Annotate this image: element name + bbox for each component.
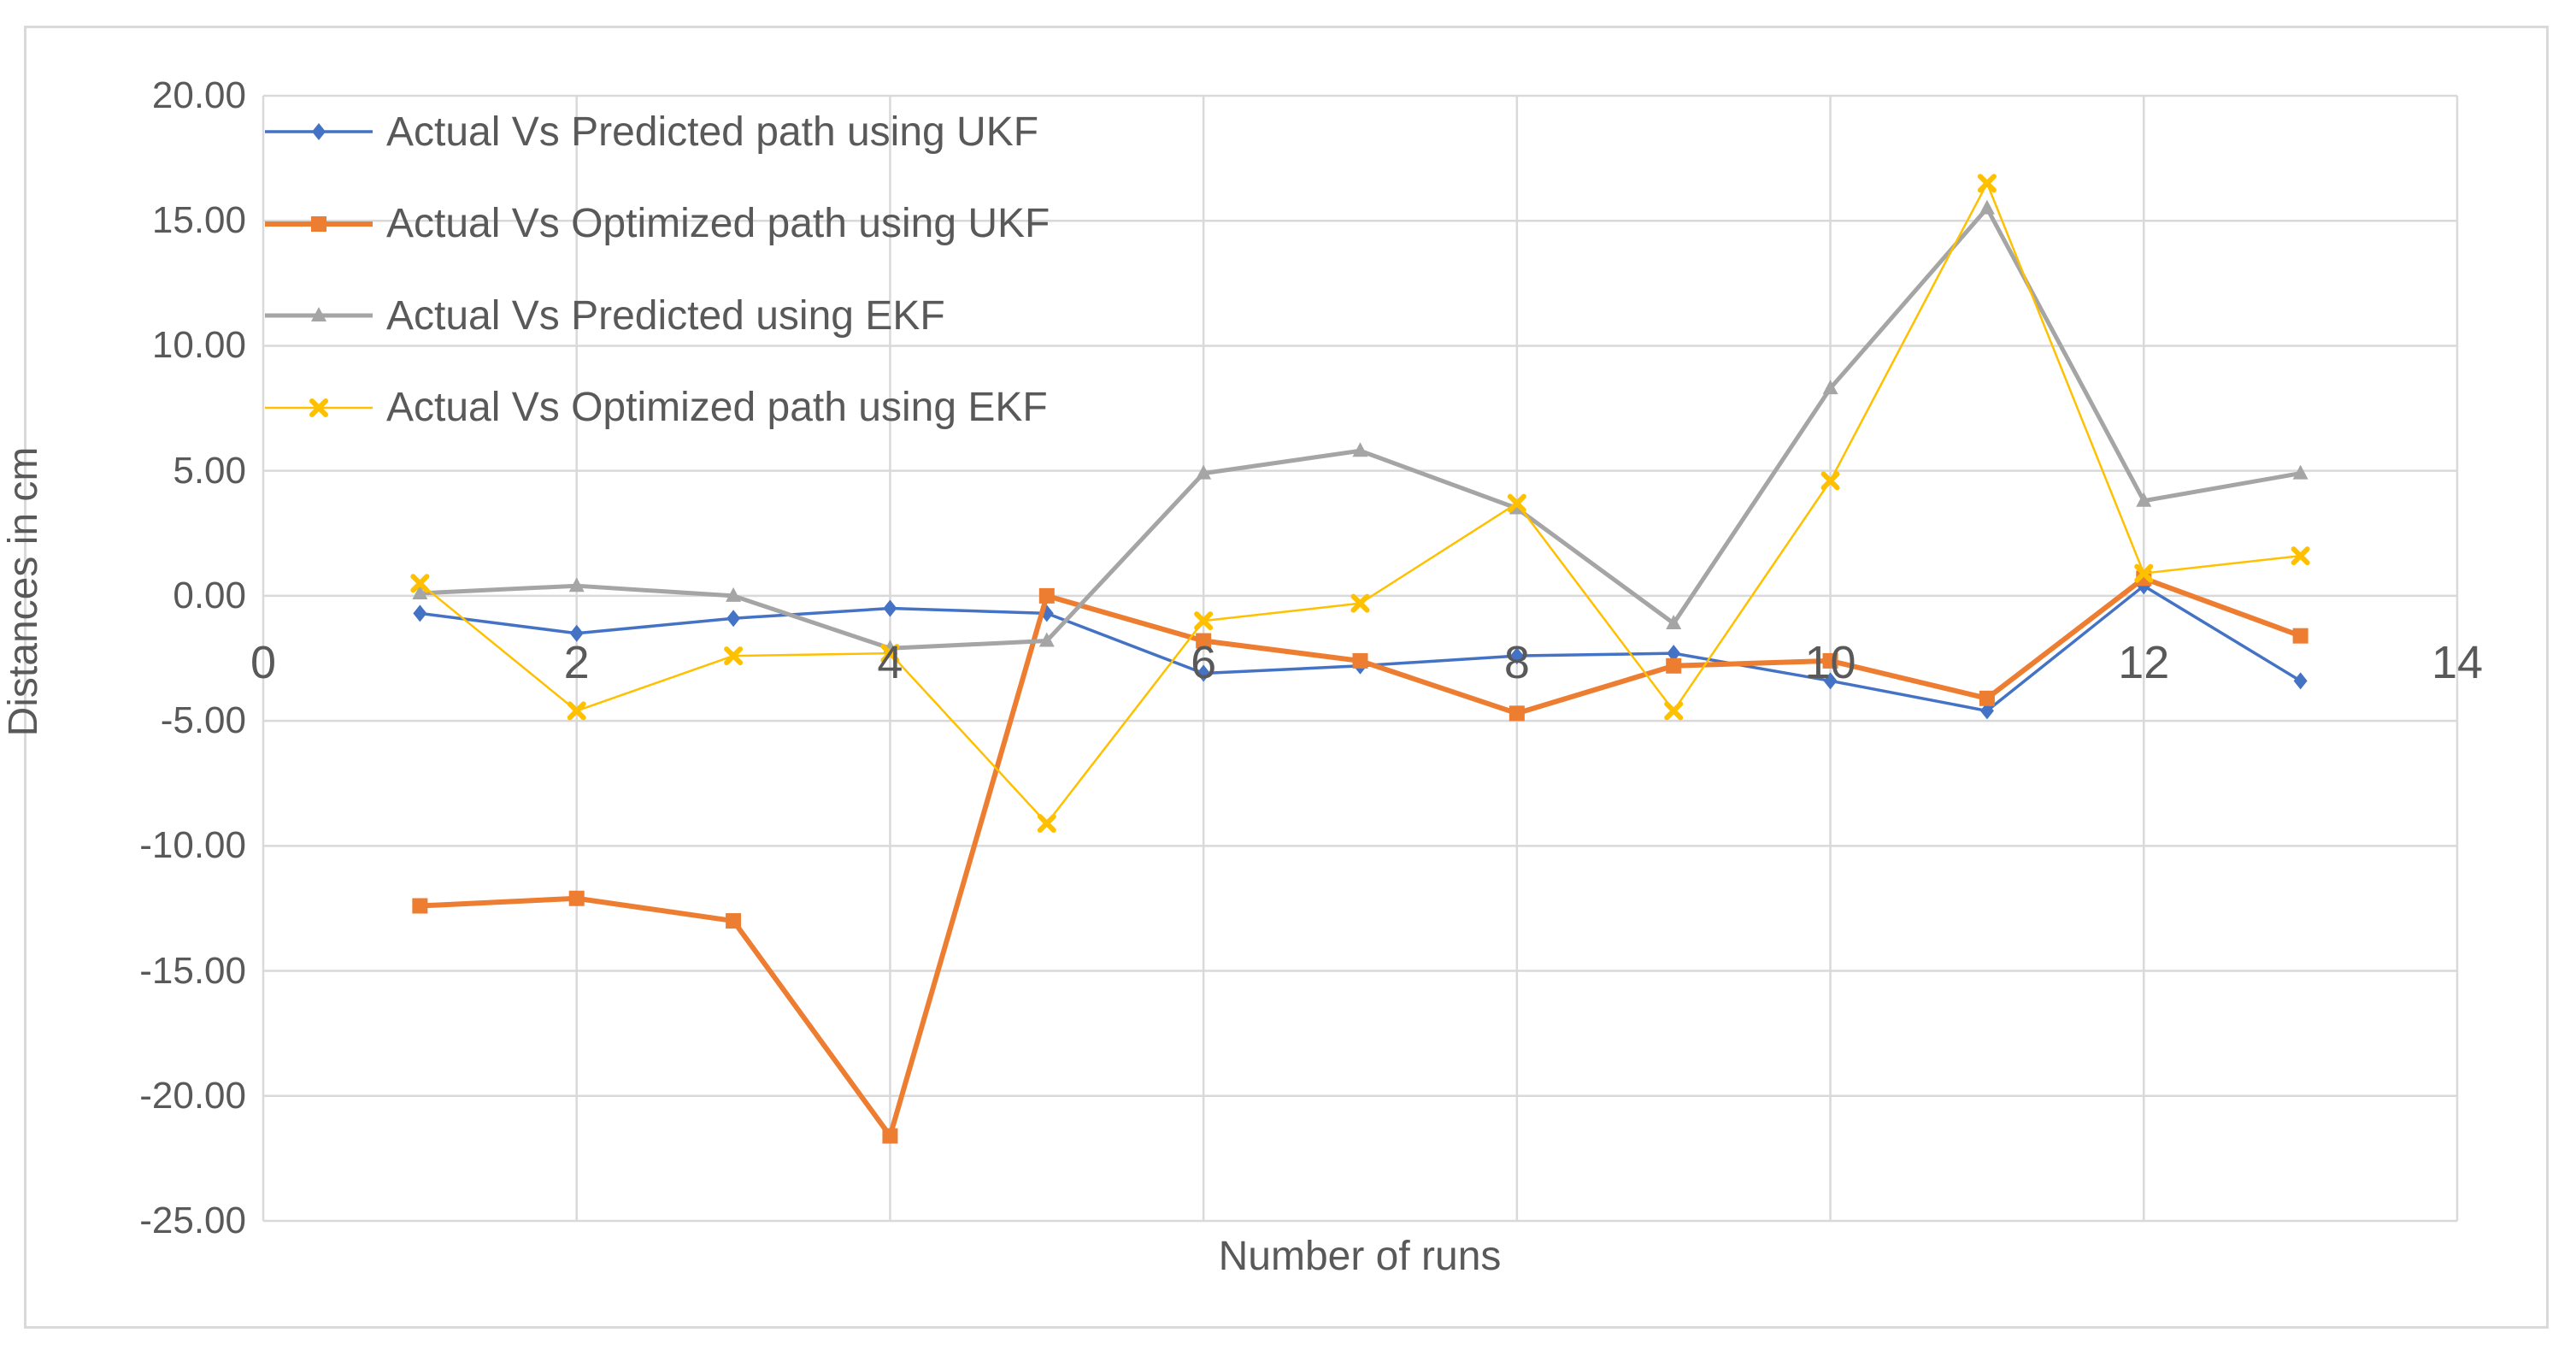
x-marker: [880, 644, 900, 663]
triangle-marker: [311, 307, 326, 321]
square-marker: [1979, 690, 1995, 706]
chart-outer-border: [24, 26, 2549, 1329]
diamond-marker: [1197, 664, 1211, 682]
legend-swatch-triangle-icon: [265, 307, 373, 321]
x-marker: [1194, 611, 1214, 631]
diamond-marker: [1509, 647, 1524, 665]
y-tick-label: 0.00: [173, 574, 246, 616]
legend-item: Actual Vs Optimized path using UKF: [263, 186, 1050, 262]
legend-swatch-square-icon: [265, 215, 373, 232]
y-axis-title: Distances in cm: [1, 446, 46, 737]
square-marker: [2292, 628, 2308, 644]
diamond-marker: [312, 123, 326, 140]
diamond-marker: [2293, 672, 2308, 690]
square-marker: [1666, 657, 1682, 674]
square-marker: [1822, 652, 1838, 669]
square-marker: [412, 898, 428, 914]
y-tick-label: 15.00: [151, 199, 246, 242]
diamond-marker: [569, 624, 584, 642]
diamond-marker: [1979, 702, 1994, 720]
x-tick-label: 0: [250, 637, 277, 688]
square-marker: [1509, 705, 1525, 722]
triangle-marker: [1979, 199, 1995, 215]
x-marker: [2291, 546, 2310, 566]
x-tick-label: 4: [877, 637, 903, 688]
diamond-marker: [726, 610, 741, 628]
x-tick-label: 12: [2118, 637, 2170, 688]
x-tick-label: 10: [1804, 637, 1856, 688]
diamond-marker: [413, 604, 427, 622]
legend-swatch-x-icon: [265, 398, 373, 417]
legend-label: Actual Vs Optimized path using EKF: [386, 385, 1048, 430]
x-marker: [2134, 563, 2154, 583]
y-tick-label: -15.00: [139, 949, 246, 992]
y-tick-label: -5.00: [160, 699, 246, 742]
x-marker: [724, 646, 744, 666]
triangle-marker: [1352, 442, 1368, 457]
square-marker: [1352, 652, 1368, 669]
x-marker: [1037, 814, 1056, 834]
square-marker: [1038, 587, 1055, 604]
y-tick-label: -20.00: [139, 1074, 246, 1117]
legend-label: Actual Vs Predicted using EKF: [386, 292, 945, 339]
square-marker: [568, 890, 585, 906]
legend-item: Actual Vs Predicted path using UKF: [263, 94, 1038, 169]
legend-item: Actual Vs Predicted using EKF: [263, 278, 945, 353]
y-tick-label: 20.00: [151, 74, 246, 116]
diamond-marker: [883, 599, 897, 617]
square-marker: [311, 215, 326, 232]
triangle-marker: [568, 577, 585, 593]
x-marker: [1664, 701, 1684, 721]
x-marker: [1977, 174, 1997, 193]
triangle-marker: [1822, 380, 1838, 395]
diamond-marker: [1823, 672, 1838, 690]
x-marker: [410, 574, 430, 593]
legend-swatch-diamond-icon: [265, 123, 373, 140]
triangle-marker: [1038, 632, 1055, 647]
triangle-marker: [2136, 492, 2152, 507]
triangle-marker: [2292, 464, 2308, 480]
y-tick-label: -10.00: [139, 824, 246, 867]
x-tick-label: 2: [563, 637, 590, 688]
legend-label: Actual Vs Predicted path using UKF: [386, 109, 1039, 155]
x-marker: [1350, 593, 1370, 613]
y-tick-label: 5.00: [173, 449, 246, 492]
x-tick-label: 6: [1191, 637, 1217, 688]
square-marker: [726, 913, 742, 929]
x-axis-title: Number of runs: [1218, 1234, 1502, 1279]
triangle-marker: [412, 584, 428, 599]
x-marker: [1820, 471, 1840, 491]
y-tick-label: -25.00: [139, 1200, 246, 1241]
y-tick-label: 10.00: [151, 324, 246, 367]
x-marker: [309, 398, 328, 417]
triangle-marker: [726, 587, 742, 602]
legend-item: Actual Vs Optimized path using EKF: [263, 370, 1048, 445]
x-tick-label: 14: [2431, 637, 2484, 688]
square-marker: [1196, 633, 1212, 649]
x-marker: [567, 701, 586, 721]
triangle-marker: [1196, 464, 1212, 480]
square-marker: [882, 1128, 898, 1144]
triangle-marker: [1666, 615, 1682, 630]
x-tick-label: 8: [1503, 637, 1530, 688]
diamond-marker: [1667, 645, 1681, 663]
x-marker: [1507, 493, 1526, 513]
legend-label: Actual Vs Optimized path using UKF: [386, 201, 1050, 246]
